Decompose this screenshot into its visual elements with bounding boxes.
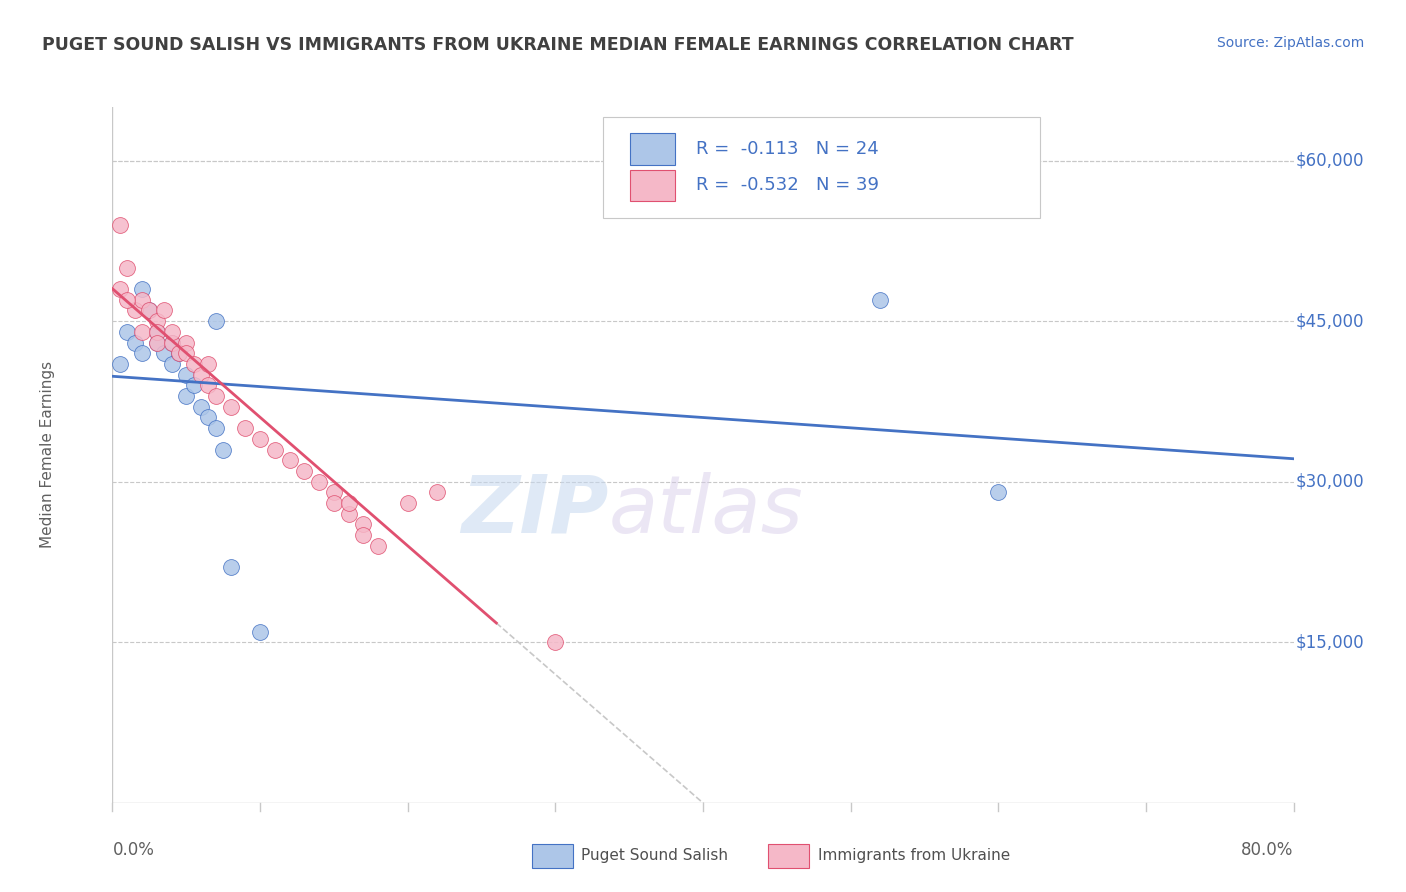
Point: [219, 400, 242, 414]
Point: [153, 303, 176, 318]
Point: [117, 293, 138, 307]
Point: [352, 528, 374, 542]
Point: [987, 485, 1010, 500]
Text: $45,000: $45,000: [1296, 312, 1364, 330]
Point: [278, 453, 301, 467]
Text: Puget Sound Salish: Puget Sound Salish: [581, 848, 728, 863]
Point: [146, 335, 169, 350]
Text: ZIP: ZIP: [461, 472, 609, 549]
Point: [367, 539, 389, 553]
Bar: [531, 844, 574, 868]
Text: R =  -0.113   N = 24: R = -0.113 N = 24: [696, 140, 879, 158]
Point: [544, 635, 567, 649]
Point: [249, 624, 271, 639]
Point: [183, 378, 205, 392]
Point: [869, 293, 891, 307]
Point: [308, 475, 330, 489]
Point: [153, 346, 176, 360]
Text: 0.0%: 0.0%: [112, 841, 155, 859]
Point: [197, 357, 219, 371]
Point: [212, 442, 235, 457]
Point: [160, 335, 183, 350]
Point: [131, 346, 153, 360]
Bar: [768, 844, 810, 868]
Bar: [630, 169, 675, 201]
Point: [264, 442, 287, 457]
Point: [190, 368, 212, 382]
Point: [108, 218, 131, 232]
Point: [323, 496, 346, 510]
Text: R =  -0.532   N = 39: R = -0.532 N = 39: [696, 177, 879, 194]
Text: PUGET SOUND SALISH VS IMMIGRANTS FROM UKRAINE MEDIAN FEMALE EARNINGS CORRELATION: PUGET SOUND SALISH VS IMMIGRANTS FROM UK…: [42, 36, 1074, 54]
Point: [233, 421, 256, 435]
Point: [292, 464, 315, 478]
Point: [108, 357, 131, 371]
Point: [146, 335, 169, 350]
Point: [219, 560, 242, 574]
Point: [396, 496, 419, 510]
Point: [160, 335, 183, 350]
Point: [117, 325, 138, 339]
Bar: [630, 134, 675, 165]
Point: [160, 325, 183, 339]
Text: $15,000: $15,000: [1296, 633, 1364, 651]
Text: $60,000: $60,000: [1296, 152, 1364, 169]
Point: [131, 325, 153, 339]
Point: [146, 325, 169, 339]
Point: [352, 517, 374, 532]
Point: [131, 293, 153, 307]
Point: [337, 496, 360, 510]
FancyBboxPatch shape: [603, 118, 1039, 219]
Text: Immigrants from Ukraine: Immigrants from Ukraine: [817, 848, 1010, 863]
Point: [197, 410, 219, 425]
Point: [167, 346, 190, 360]
Point: [426, 485, 449, 500]
Point: [337, 507, 360, 521]
Text: $30,000: $30,000: [1296, 473, 1364, 491]
Point: [124, 303, 146, 318]
Point: [174, 346, 197, 360]
Text: 80.0%: 80.0%: [1241, 841, 1294, 859]
Point: [108, 282, 131, 296]
Point: [160, 357, 183, 371]
Point: [174, 389, 197, 403]
Point: [190, 400, 212, 414]
Point: [323, 485, 346, 500]
Text: Source: ZipAtlas.com: Source: ZipAtlas.com: [1216, 36, 1364, 50]
Point: [138, 303, 160, 318]
Point: [146, 314, 169, 328]
Point: [174, 368, 197, 382]
Text: atlas: atlas: [609, 472, 803, 549]
Point: [174, 335, 197, 350]
Point: [146, 325, 169, 339]
Point: [117, 260, 138, 275]
Point: [124, 335, 146, 350]
Point: [183, 357, 205, 371]
Point: [205, 314, 228, 328]
Point: [138, 303, 160, 318]
Point: [205, 421, 228, 435]
Point: [167, 346, 190, 360]
Point: [131, 282, 153, 296]
Point: [249, 432, 271, 446]
Point: [205, 389, 228, 403]
Point: [197, 378, 219, 392]
Text: Median Female Earnings: Median Female Earnings: [39, 361, 55, 549]
